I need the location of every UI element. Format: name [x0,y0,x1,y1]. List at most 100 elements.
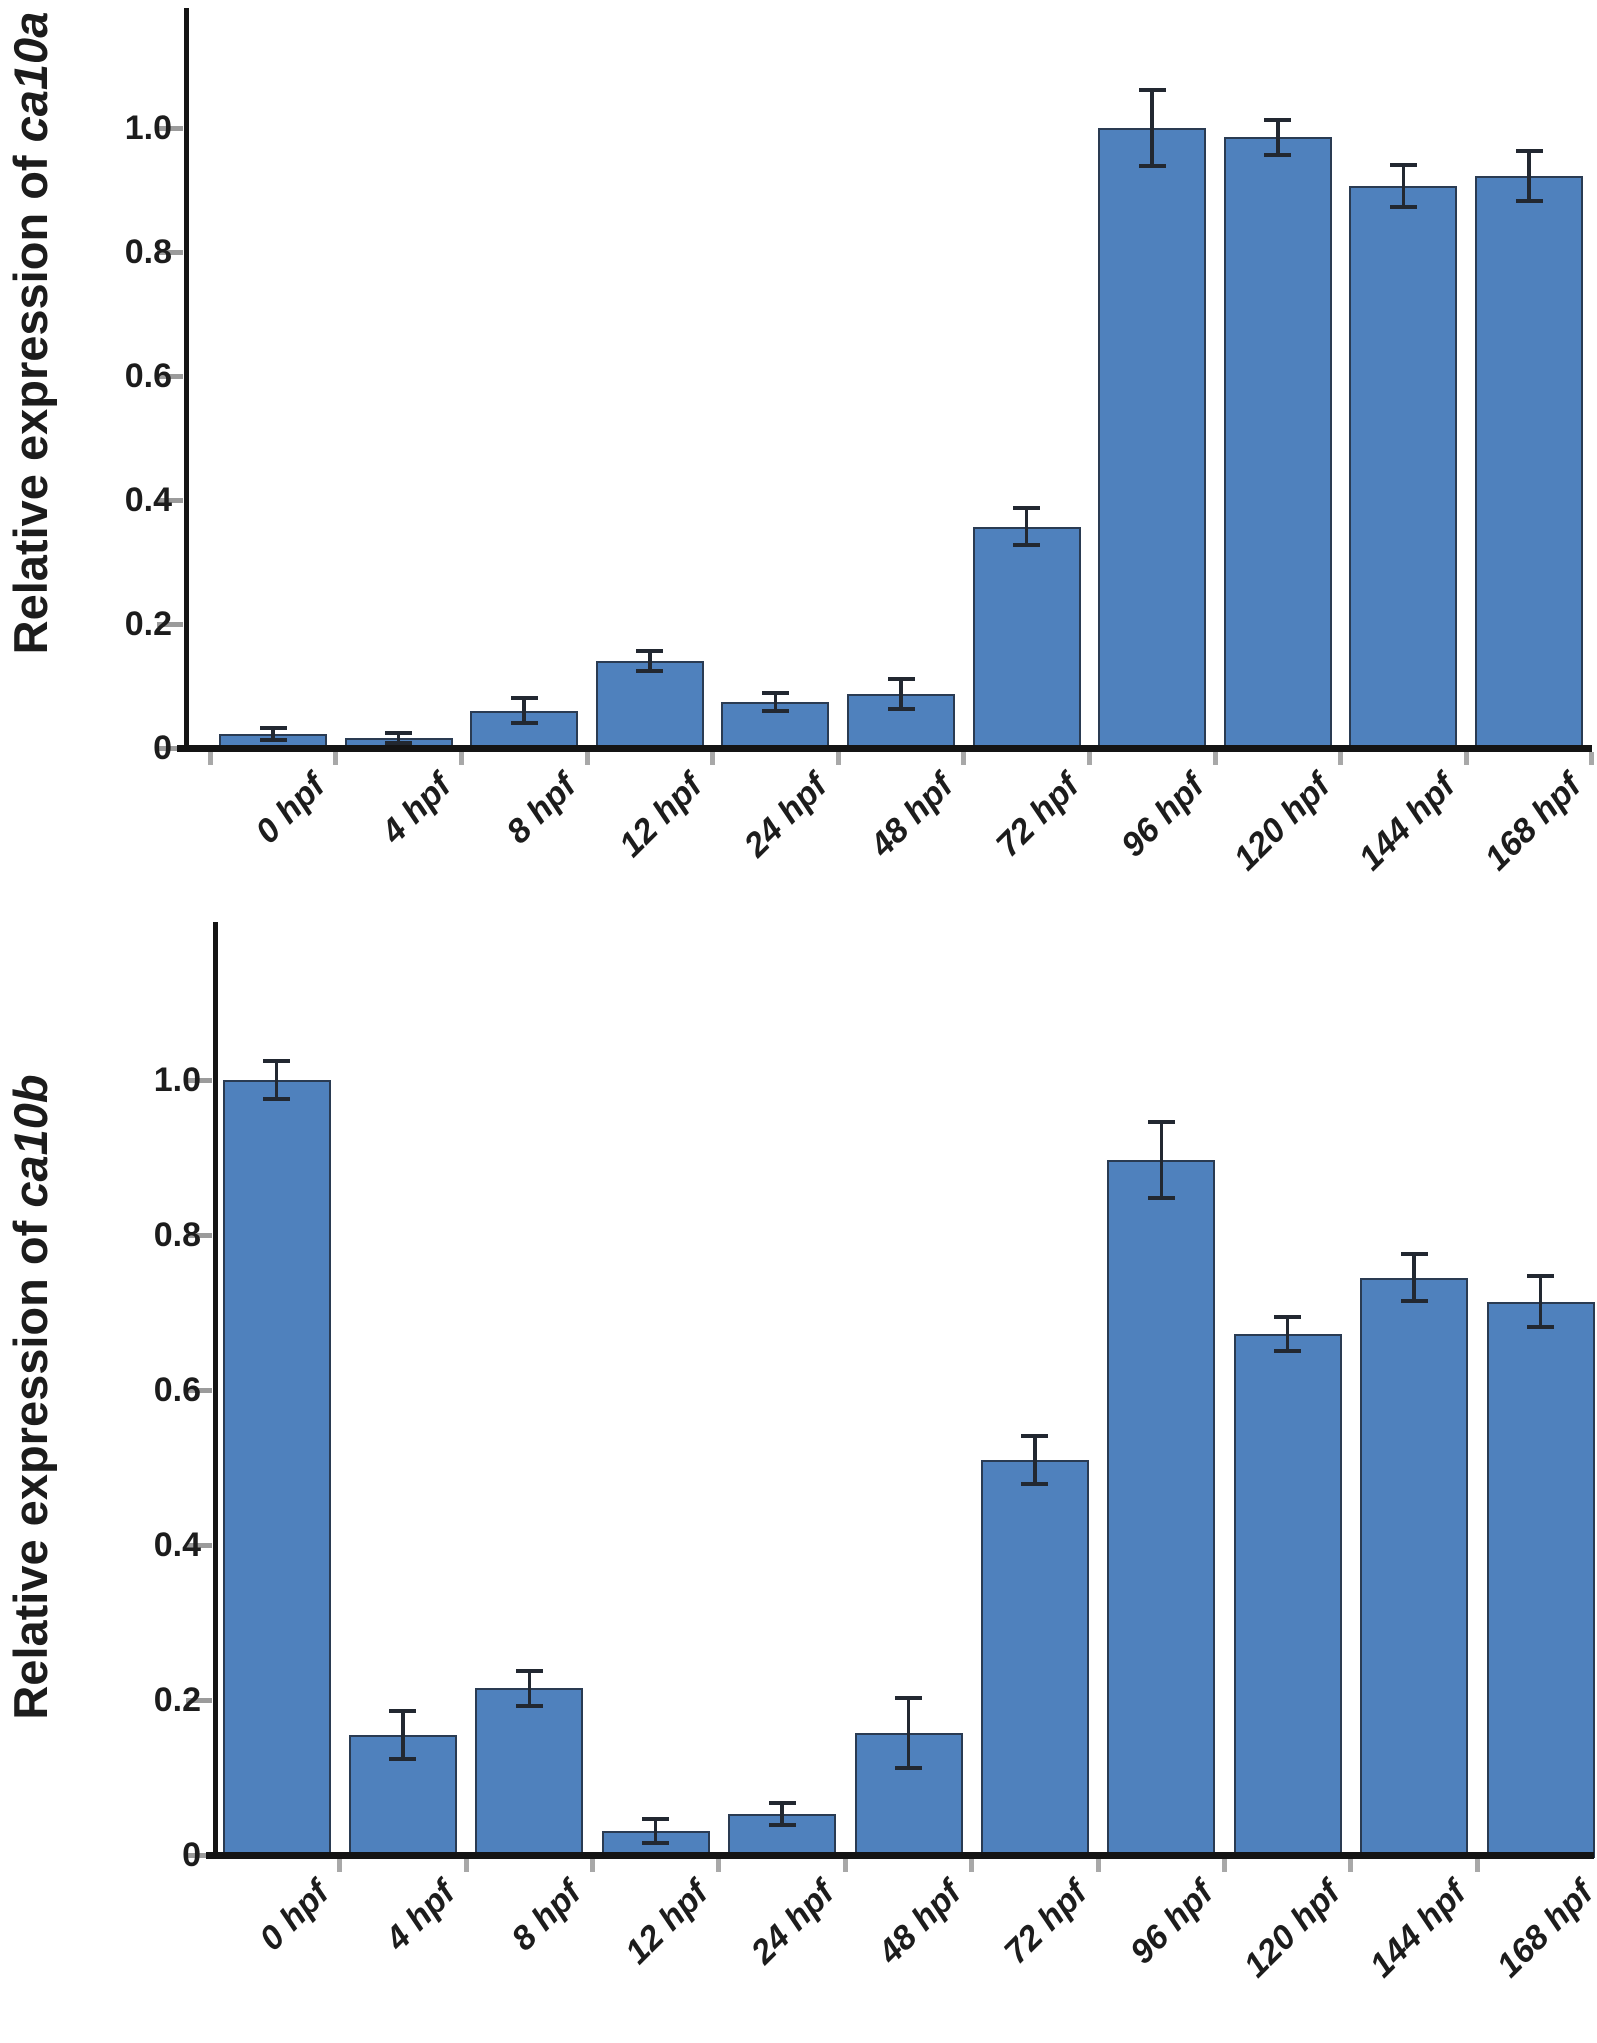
y-tick-label: 0.6 [124,357,172,395]
x-tick-mark [716,1858,722,1872]
x-tick-mark [1589,751,1595,765]
error-bar-cap-bottom-144-hpf [1389,204,1417,209]
x-tick-mark [590,1858,595,1872]
error-bar-cap-bottom-168-hpf [1515,198,1543,203]
error-bar-cap-top-4-hpf [385,731,413,736]
x-axis-line [177,744,1592,752]
error-bar-line-4-hpf [396,733,401,744]
y-tick-mark [157,125,183,131]
y-tick-mark [157,745,183,751]
error-bar-cap-bottom-12-hpf [642,1840,670,1845]
x-tick-mark [1212,751,1218,765]
error-bar-line-168-hpf [1538,1276,1543,1328]
x-tick-mark [1338,751,1344,765]
y-tick-label: 0 [153,729,172,767]
error-bar-cap-bottom-48-hpf [887,706,915,711]
y-tick-mark [186,1077,212,1083]
error-bar-cap-top-72-hpf [1013,506,1041,511]
error-bar-line-168-hpf [1527,150,1531,201]
x-tick-mark [969,1858,975,1872]
x-tick-mark [1222,1858,1227,1872]
y-tick-label: 0.6 [153,1371,201,1409]
x-tick-mark [458,751,464,765]
x-tick-mark [1095,1858,1101,1872]
error-bar-cap-bottom-168-hpf [1527,1325,1554,1330]
y-tick-label: 0 [182,1836,201,1874]
error-bar-cap-top-168-hpf [1527,1274,1554,1279]
x-tick-mark [710,751,716,765]
error-bar-cap-top-8-hpf [515,1668,543,1673]
error-bar-cap-bottom-12-hpf [636,668,664,673]
bar-72-hpf [980,1459,1089,1858]
error-bar-cap-top-24-hpf [761,690,789,695]
error-bar-cap-top-12-hpf [636,648,664,653]
error-bar-cap-bottom-72-hpf [1021,1481,1049,1486]
error-bar-line-144-hpf [1401,164,1406,207]
x-tick-mark [463,1858,469,1872]
error-bar-cap-top-8-hpf [510,696,538,701]
error-bar-cap-bottom-4-hpf [389,1756,417,1761]
error-bar-cap-top-24-hpf [768,1801,796,1806]
y-axis-line [183,8,189,751]
y-tick-mark [186,1852,212,1858]
error-bar-cap-top-72-hpf [1021,1433,1049,1438]
error-bar-cap-bottom-96-hpf [1147,1195,1175,1200]
error-bar-cap-bottom-0-hpf [263,1097,290,1102]
y-tick-mark [186,1542,212,1548]
x-tick-mark [333,751,339,765]
error-bar-cap-bottom-72-hpf [1013,543,1041,548]
error-bar-line-12-hpf [653,1819,658,1843]
y-axis-title-ca10b-text: Relative expression of [3,1207,57,1720]
x-tick-mark [207,751,213,765]
y-tick-label: 1.0 [153,1061,201,1099]
error-bar-line-0-hpf [274,1060,279,1100]
bar-120-hpf [1223,137,1332,751]
error-bar-line-48-hpf [899,679,903,709]
y-tick-mark [186,1232,212,1238]
error-bar-cap-bottom-144-hpf [1400,1298,1428,1303]
y-tick-mark [186,1387,212,1393]
error-bar-cap-top-0-hpf [259,725,287,730]
error-bar-cap-bottom-48-hpf [895,1766,922,1771]
error-bar-line-48-hpf [906,1698,911,1769]
bar-72-hpf [972,526,1081,751]
y-tick-label: 1.0 [124,109,172,147]
error-bar-line-0-hpf [271,727,275,740]
error-bar-cap-top-48-hpf [895,1696,922,1701]
x-tick-mark [1474,1858,1480,1872]
y-tick-label: 0.2 [153,1681,201,1719]
error-bar-line-120-hpf [1276,119,1280,155]
y-tick-label: 0.4 [153,1526,201,1564]
y-tick-label: 0.2 [124,605,172,643]
y-axis-title-ca10b-gene: ca10b [3,1074,57,1208]
y-tick-label: 0.4 [124,481,172,519]
error-bar-line-24-hpf [780,1803,784,1825]
y-tick-mark [157,249,183,255]
error-bar-cap-bottom-24-hpf [768,1822,796,1827]
bar-168-hpf [1486,1301,1595,1858]
error-bar-cap-bottom-8-hpf [515,1704,543,1709]
bar-144-hpf [1349,185,1458,751]
bar-144-hpf [1360,1277,1469,1858]
bar-96-hpf [1107,1159,1216,1858]
x-tick-mark [1348,1858,1354,1872]
error-bar-line-120-hpf [1285,1317,1290,1352]
x-tick-mark [1463,751,1469,765]
error-bar-cap-bottom-0-hpf [259,737,287,742]
x-tick-mark [337,1858,343,1872]
error-bar-cap-bottom-96-hpf [1138,163,1166,168]
error-bar-line-24-hpf [773,692,778,712]
error-bar-cap-top-12-hpf [642,1817,670,1822]
error-bar-cap-top-144-hpf [1389,162,1417,167]
error-bar-cap-top-48-hpf [887,677,915,682]
error-bar-line-8-hpf [522,698,526,724]
x-axis-line [206,1851,1594,1859]
error-bar-cap-bottom-4-hpf [385,741,413,746]
y-axis-line [212,922,218,1858]
x-tick-mark [1086,751,1092,765]
error-bar-line-96-hpf [1150,90,1154,166]
error-bar-line-96-hpf [1159,1121,1164,1198]
bar-0-hpf [222,1080,331,1858]
error-bar-cap-top-0-hpf [263,1058,290,1063]
error-bar-line-4-hpf [401,1710,405,1759]
